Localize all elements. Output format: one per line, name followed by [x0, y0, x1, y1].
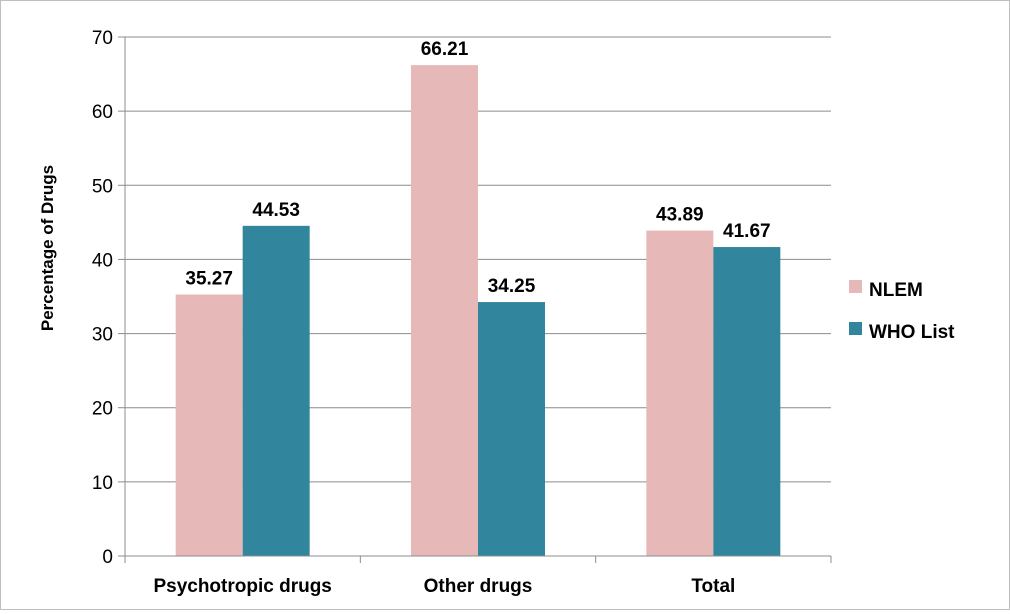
data-label: 44.53	[252, 200, 300, 221]
data-label: 41.67	[723, 221, 771, 242]
axes	[118, 36, 832, 563]
bar	[646, 230, 714, 556]
bar	[713, 247, 781, 557]
y-tick-label: 50	[92, 176, 113, 197]
bar	[478, 302, 545, 556]
legend-swatch	[849, 322, 862, 335]
bar	[411, 65, 478, 556]
y-tick-label: 0	[102, 547, 113, 568]
x-category-label: Total	[691, 576, 735, 597]
y-tick-labels: 0 10 20 30 40 50 60 70	[92, 28, 113, 568]
bars	[175, 65, 781, 557]
legend-label: NLEM	[869, 280, 923, 301]
y-tick-label: 70	[92, 28, 113, 49]
data-labels: 35.27 44.53 66.21 34.25 43.89 41.67	[185, 39, 770, 297]
y-axis-title: Percentage of Drugs	[38, 165, 57, 331]
y-tick-label: 20	[92, 399, 113, 420]
data-label: 66.21	[421, 39, 469, 60]
x-category-labels: Psychotropic drugs Other drugs Total	[153, 576, 735, 597]
y-tick-label: 10	[92, 473, 113, 494]
data-label: 35.27	[185, 268, 233, 289]
data-label: 43.89	[656, 205, 704, 226]
y-tick-label: 30	[92, 325, 113, 346]
x-category-label: Psychotropic drugs	[153, 576, 331, 597]
legend-swatch	[849, 280, 862, 293]
data-label: 34.25	[488, 276, 536, 297]
legend: NLEM WHO List	[849, 280, 955, 343]
x-category-label: Other drugs	[424, 576, 533, 597]
y-tick-label: 60	[92, 102, 113, 123]
legend-label: WHO List	[869, 322, 955, 343]
bar	[242, 225, 310, 556]
y-tick-label: 40	[92, 250, 113, 271]
bar	[175, 294, 243, 556]
